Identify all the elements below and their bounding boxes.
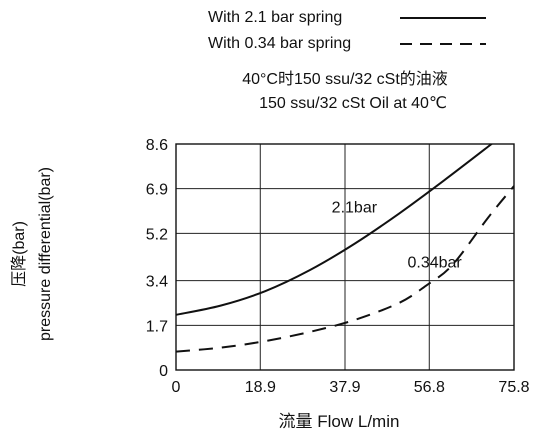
- ylabel-en: pressure differential(bar): [37, 167, 54, 341]
- x-tick-label: 56.8: [414, 379, 445, 396]
- x-tick-label: 37.9: [329, 379, 360, 396]
- plot-frame: [175, 143, 515, 371]
- y-tick-label: 3.4: [146, 274, 168, 291]
- series-label-0: 2.1bar: [332, 199, 378, 216]
- x-tick-label: 75.8: [498, 379, 529, 396]
- y-tick-label: 6.9: [146, 182, 168, 199]
- series-line-0: [176, 144, 494, 316]
- note-en: 150 ssu/32 cSt Oil at 40℃: [259, 95, 447, 112]
- note-cn: 40°C时150 ssu/32 cSt的油液: [242, 70, 448, 88]
- y-tick-label: 1.7: [146, 318, 168, 335]
- y-tick-label: 0: [159, 363, 168, 380]
- legend-label-1: With 0.34 bar spring: [208, 35, 351, 52]
- y-tick-label: 8.6: [146, 137, 168, 154]
- series-label-1: 0.34bar: [407, 255, 462, 272]
- y-tick-label: 5.2: [146, 226, 168, 243]
- ylabel-cn: 压降(bar): [10, 221, 28, 287]
- xlabel: 流量 Flow L/min: [279, 412, 400, 431]
- legend: With 2.1 bar spring With 0.34 bar spring: [208, 9, 486, 52]
- x-tick-label: 0: [172, 379, 181, 396]
- plot-area: 0 18.9 37.9 56.8 75.8 0 1.7 3.4 5.2 6.9 8.6 2.1bar 0…: [146, 137, 530, 396]
- series-line-1: [176, 185, 514, 353]
- x-tick-label: 18.9: [245, 379, 276, 396]
- legend-label-0: With 2.1 bar spring: [208, 9, 342, 26]
